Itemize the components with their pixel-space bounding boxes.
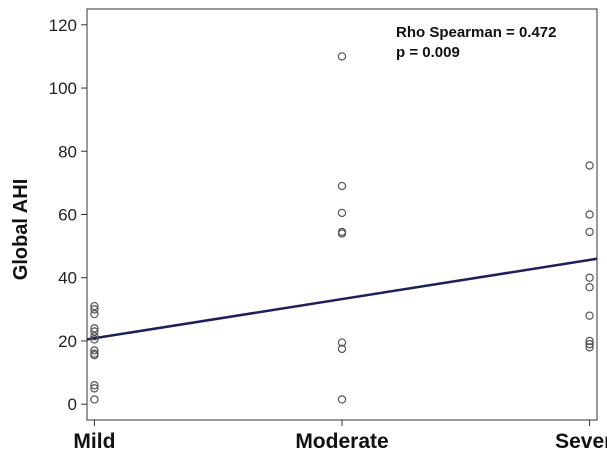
y-tick-label: 40 (58, 269, 77, 288)
data-point (585, 283, 594, 292)
plot-frame (86, 8, 598, 421)
data-point (337, 344, 347, 354)
regression-line (86, 257, 598, 341)
data-point (90, 305, 99, 314)
data-point (337, 338, 347, 347)
y-axis-title: Global AHI (10, 179, 32, 280)
data-point (585, 227, 594, 237)
x-category-label: Severe (555, 430, 607, 452)
data-point (337, 181, 347, 191)
rho-annotation: Rho Spearman = 0.472 (396, 24, 557, 41)
data-point (90, 384, 99, 393)
data-points (90, 52, 594, 404)
data-point (337, 395, 347, 404)
y-tick-label: 100 (49, 79, 77, 98)
data-point (90, 381, 99, 390)
data-point (337, 208, 347, 218)
data-point (90, 346, 99, 355)
data-point (90, 301, 99, 311)
data-point (585, 343, 594, 352)
data-point (90, 327, 99, 336)
data-point (337, 52, 347, 61)
data-point (90, 324, 99, 333)
data-point (337, 229, 347, 238)
x-category-label: Mild (73, 430, 115, 452)
data-point (585, 311, 594, 320)
data-point (585, 339, 594, 349)
p-value-annotation: p = 0.009 (396, 44, 460, 61)
y-tick-label: 80 (58, 142, 77, 161)
data-point (585, 210, 594, 219)
x-category-label: Moderate (295, 430, 388, 452)
data-point (585, 161, 594, 170)
y-tick-label: 0 (68, 395, 77, 414)
y-tick-label: 60 (58, 206, 77, 225)
y-axis: 0 20 40 60 80 100 120 (49, 16, 87, 414)
data-point (90, 395, 99, 404)
x-axis: Mild Moderate Severe (73, 420, 607, 452)
data-point (90, 332, 99, 341)
data-point (585, 336, 594, 346)
y-tick-label: 20 (58, 332, 77, 351)
data-point (585, 273, 594, 282)
data-point (90, 309, 99, 319)
data-point (90, 350, 99, 360)
y-tick-label: 120 (49, 16, 77, 35)
data-point (90, 335, 99, 344)
